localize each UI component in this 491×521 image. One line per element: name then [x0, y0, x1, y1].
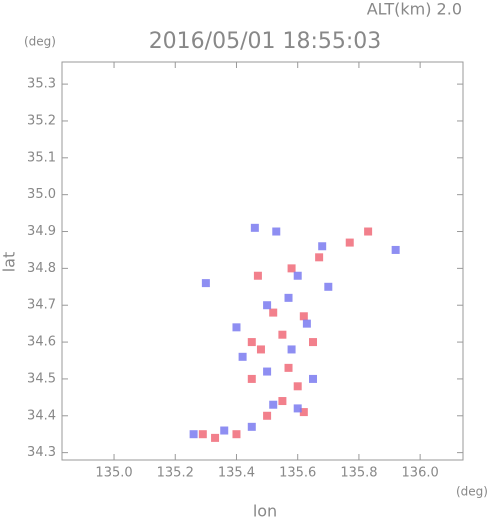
- echo-point: [364, 227, 373, 236]
- y-tick-label: 34.6: [27, 335, 56, 350]
- echo-point: [232, 323, 241, 332]
- echo-point: [287, 264, 296, 273]
- echo-point: [278, 330, 287, 339]
- echo-point: [263, 301, 272, 310]
- y-axis-label: lat: [0, 252, 19, 273]
- y-tick-label: 34.5: [27, 371, 56, 386]
- y-tick-label: 34.3: [27, 445, 56, 460]
- x-tick-label: 135.2: [157, 466, 194, 481]
- echo-point: [391, 245, 400, 254]
- echo-point: [284, 293, 293, 302]
- echo-point: [293, 271, 302, 280]
- y-tick-label: 35.2: [27, 113, 56, 128]
- echo-point: [299, 408, 308, 417]
- echo-point: [263, 411, 272, 420]
- echo-point: [232, 430, 241, 439]
- echo-point: [284, 363, 293, 372]
- echo-point: [247, 422, 256, 431]
- echo-point: [211, 433, 220, 442]
- x-tick-label: 135.0: [95, 466, 132, 481]
- x-unit: (deg): [456, 485, 488, 499]
- echo-point: [247, 338, 256, 347]
- echo-point: [315, 253, 324, 262]
- y-tick-label: 34.9: [27, 224, 56, 239]
- x-axis-label: lon: [253, 502, 277, 521]
- echo-point: [201, 279, 210, 288]
- echo-point: [263, 367, 272, 376]
- echo-point: [250, 223, 259, 232]
- echo-point: [309, 338, 318, 347]
- echo-point: [189, 430, 198, 439]
- chart-title: 2016/05/01 18:55:03: [149, 29, 382, 54]
- echo-point: [345, 238, 354, 247]
- altitude-label: ALT(km) 2.0: [367, 0, 462, 19]
- echo-point: [302, 319, 311, 328]
- x-tick-label: 135.6: [279, 466, 316, 481]
- plot-frame: [61, 61, 464, 461]
- echo-point: [324, 282, 333, 291]
- echo-point: [299, 312, 308, 321]
- x-tick-label: 136.0: [402, 466, 439, 481]
- echo-point: [198, 430, 207, 439]
- echo-point: [309, 374, 318, 383]
- y-tick-label: 34.7: [27, 298, 56, 313]
- x-tick-label: 135.8: [340, 466, 377, 481]
- y-tick-label: 34.4: [27, 408, 56, 423]
- echo-point: [238, 352, 247, 361]
- echo-point: [287, 345, 296, 354]
- echo-point: [293, 382, 302, 391]
- y-tick-label: 35.3: [27, 77, 56, 92]
- echo-point: [318, 242, 327, 251]
- x-tick-label: 135.4: [218, 466, 255, 481]
- y-tick-label: 34.8: [27, 261, 56, 276]
- echo-point: [256, 345, 265, 354]
- echo-point: [293, 404, 302, 413]
- echo-point: [269, 400, 278, 409]
- echo-point: [247, 374, 256, 383]
- y-tick-label: 35.0: [27, 187, 56, 202]
- echo-point: [269, 308, 278, 317]
- echo-point: [272, 227, 281, 236]
- echo-point: [253, 271, 262, 280]
- y-unit: (deg): [24, 35, 56, 49]
- echo-point: [220, 426, 229, 435]
- echo-point: [278, 397, 287, 406]
- y-tick-label: 35.1: [27, 150, 56, 165]
